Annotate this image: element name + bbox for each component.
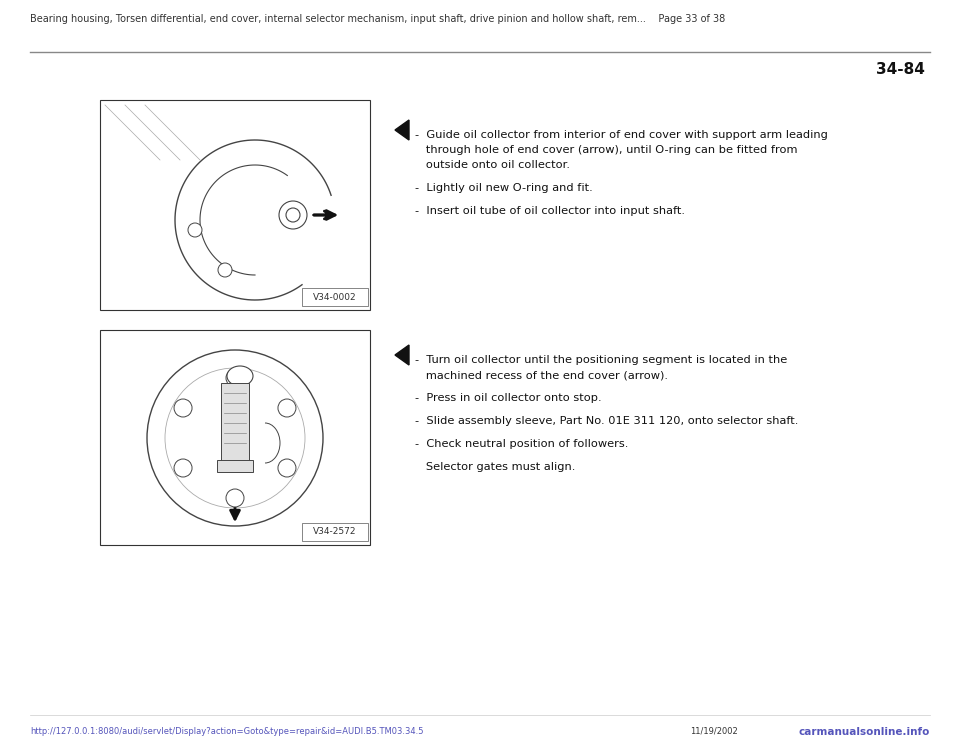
Text: 11/19/2002: 11/19/2002	[690, 727, 737, 736]
Text: 34-84: 34-84	[876, 62, 925, 77]
Text: -  Slide assembly sleeve, Part No. 01E 311 120, onto selector shaft.: - Slide assembly sleeve, Part No. 01E 31…	[415, 416, 799, 426]
Bar	[302, 288, 368, 306]
Text: -  Insert oil tube of oil collector into input shaft.: - Insert oil tube of oil collector into …	[415, 206, 685, 216]
Circle shape	[188, 223, 202, 237]
Text: -  Press in oil collector onto stop.: - Press in oil collector onto stop.	[415, 393, 602, 403]
Circle shape	[278, 399, 296, 417]
Bar	[289, 211, 297, 219]
Text: Bearing housing, Torsen differential, end cover, internal selector mechanism, in: Bearing housing, Torsen differential, en…	[30, 14, 725, 24]
Text: V34-0002: V34-0002	[313, 292, 357, 301]
Text: -  Check neutral position of followers.: - Check neutral position of followers.	[415, 439, 629, 449]
Circle shape	[279, 201, 307, 229]
Text: through hole of end cover (arrow), until O-ring can be fitted from: through hole of end cover (arrow), until…	[415, 145, 798, 155]
Text: outside onto oil collector.: outside onto oil collector.	[415, 160, 570, 170]
Text: -  Lightly oil new O-ring and fit.: - Lightly oil new O-ring and fit.	[415, 183, 592, 193]
Bar	[100, 330, 370, 545]
Circle shape	[165, 368, 305, 508]
Ellipse shape	[227, 366, 253, 386]
Text: machined recess of the end cover (arrow).: machined recess of the end cover (arrow)…	[415, 370, 668, 380]
Circle shape	[147, 350, 323, 526]
Bar	[302, 523, 368, 541]
Bar	[221, 383, 249, 463]
Text: -  Guide oil collector from interior of end cover with support arm leading: - Guide oil collector from interior of e…	[415, 130, 828, 140]
Text: V34-2572: V34-2572	[313, 528, 357, 536]
Text: carmanualsonline.info: carmanualsonline.info	[799, 727, 930, 737]
Text: -  Turn oil collector until the positioning segment is located in the: - Turn oil collector until the positioni…	[415, 355, 787, 365]
Bar	[217, 460, 253, 472]
Text: http://127.0.0.1:8080/audi/servlet/Display?action=Goto&type=repair&id=AUDI.B5.TM: http://127.0.0.1:8080/audi/servlet/Displ…	[30, 727, 423, 736]
Circle shape	[226, 369, 244, 387]
Circle shape	[286, 208, 300, 222]
Circle shape	[226, 489, 244, 507]
Circle shape	[278, 459, 296, 477]
Bar	[100, 100, 370, 310]
Circle shape	[174, 399, 192, 417]
Polygon shape	[395, 120, 409, 140]
Circle shape	[218, 263, 232, 277]
Text: Selector gates must align.: Selector gates must align.	[415, 462, 575, 472]
Polygon shape	[395, 345, 409, 365]
Circle shape	[174, 459, 192, 477]
